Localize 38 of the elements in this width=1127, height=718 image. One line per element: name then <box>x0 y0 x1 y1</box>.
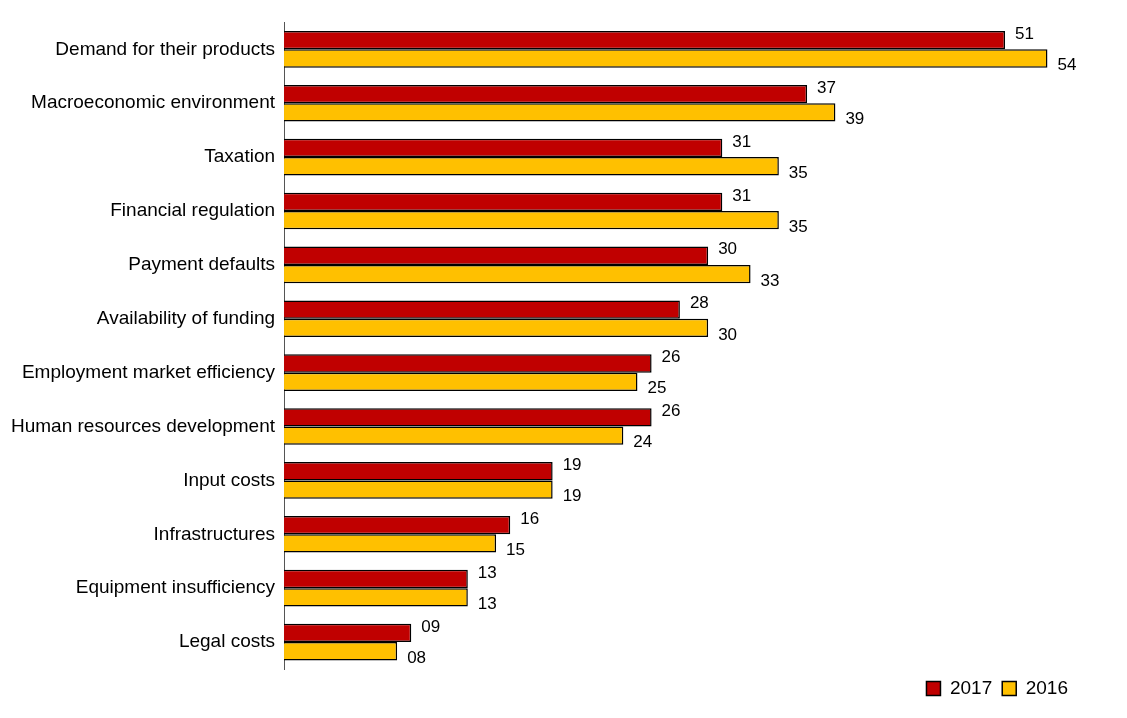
y-tick-label: Macroeconomic environment <box>31 91 276 113</box>
y-tick-label: Equipment insufficiency <box>75 576 276 598</box>
data-label: 19 <box>562 486 582 506</box>
data-label: 35 <box>788 162 808 182</box>
data-label: 24 <box>633 432 653 452</box>
y-tick-label: Legal costs <box>178 630 276 652</box>
data-label: 31 <box>732 185 752 205</box>
data-label: 31 <box>732 131 752 151</box>
y-tick-label: Taxation <box>204 145 276 167</box>
data-label: 30 <box>718 239 738 259</box>
data-label: 08 <box>407 647 427 667</box>
y-tick-label: Human resources development <box>10 414 276 436</box>
data-label: 26 <box>661 347 681 367</box>
data-label: 13 <box>477 562 497 582</box>
data-label: 19 <box>562 454 582 474</box>
data-label: 51 <box>1015 23 1034 43</box>
data-label: 54 <box>1057 55 1077 75</box>
data-label: 35 <box>788 216 808 236</box>
data-label: 16 <box>520 508 540 528</box>
data-label: 09 <box>421 616 441 636</box>
data-label: 25 <box>647 378 667 398</box>
y-tick-label: Financial regulation <box>110 199 276 221</box>
y-tick-label: Demand for their products <box>55 37 276 59</box>
data-label: 37 <box>817 77 837 97</box>
legend-label: 2016 <box>1025 676 1069 698</box>
data-label: 30 <box>718 324 738 344</box>
data-label: 28 <box>689 293 709 313</box>
legend-label: 2017 <box>949 676 993 698</box>
y-tick-label: Infrastructures <box>153 522 276 544</box>
data-label: 26 <box>661 401 681 421</box>
y-tick-label: Availability of funding <box>96 306 276 328</box>
data-label: 15 <box>506 540 526 560</box>
y-tick-label: Payment defaults <box>128 253 276 275</box>
y-tick-label: Employment market efficiency <box>21 360 276 382</box>
data-label: 13 <box>477 594 497 614</box>
data-label: 39 <box>845 109 865 129</box>
data-label: 33 <box>760 270 780 290</box>
y-tick-label: Input costs <box>183 468 276 490</box>
